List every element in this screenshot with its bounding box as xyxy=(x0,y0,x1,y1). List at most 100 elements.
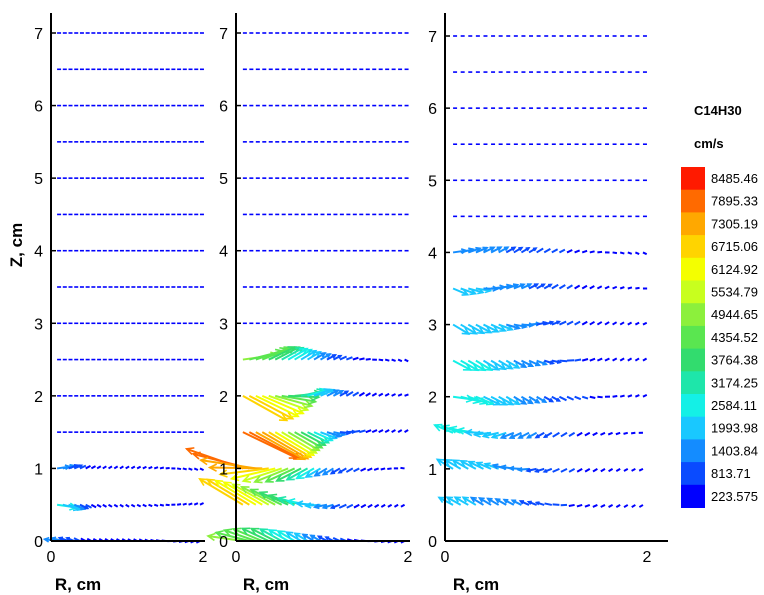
velocity-vector xyxy=(333,431,346,436)
velocity-vector xyxy=(491,431,507,439)
velocity-vector xyxy=(313,388,331,397)
velocity-vector-head xyxy=(316,535,323,540)
panel-2-x-tick-0: 0 xyxy=(232,549,241,566)
velocity-vector xyxy=(79,464,87,470)
velocity-vector xyxy=(360,503,367,509)
panel-1-y-tick-label: 1 xyxy=(34,461,43,478)
velocity-vector xyxy=(307,388,328,397)
velocity-vector xyxy=(483,246,495,254)
velocity-vector xyxy=(378,392,384,397)
velocity-vector xyxy=(232,528,263,542)
legend-level-label: 3764.38 xyxy=(711,353,758,368)
velocity-vector xyxy=(576,431,583,437)
velocity-vector-head xyxy=(293,532,301,539)
legend-level-label: 3174.25 xyxy=(711,375,758,390)
velocity-vector xyxy=(581,249,588,254)
velocity-vector-head xyxy=(258,528,269,537)
velocity-vector xyxy=(490,323,506,332)
velocity-vector xyxy=(446,496,462,506)
velocity-vector xyxy=(326,431,341,438)
panel-1-y-tick-label: 4 xyxy=(34,244,43,261)
velocity-vector-head xyxy=(290,409,300,418)
panel-2-y-ticks: 0 1 2 3 4 5 6 7 xyxy=(219,26,241,551)
velocity-vector xyxy=(584,503,591,508)
velocity-vector xyxy=(200,459,256,470)
velocity-vector-head xyxy=(337,469,343,474)
panel-3-y-tick-label: 0 xyxy=(428,534,437,551)
velocity-vector xyxy=(627,321,633,326)
velocity-vector xyxy=(153,466,159,470)
legend-level-label: 6715.06 xyxy=(711,239,758,254)
velocity-vector-head xyxy=(311,443,321,452)
velocity-vector xyxy=(581,358,589,362)
velocity-vector xyxy=(568,467,576,473)
velocity-vector xyxy=(592,504,598,508)
velocity-vector xyxy=(231,467,276,480)
velocity-vector xyxy=(638,467,644,472)
velocity-vector xyxy=(551,283,559,290)
panel-1-y-tick-label: 7 xyxy=(34,26,43,43)
velocity-vector xyxy=(498,284,512,290)
velocity-vector xyxy=(631,504,636,508)
velocity-vector xyxy=(397,393,403,397)
velocity-vector xyxy=(635,286,640,290)
velocity-vector xyxy=(400,503,406,508)
velocity-vector xyxy=(623,467,629,472)
velocity-vector-head xyxy=(218,469,228,478)
velocity-vector-head xyxy=(329,469,336,475)
velocity-vector xyxy=(287,431,320,452)
velocity-vector xyxy=(387,503,393,508)
velocity-vector-head xyxy=(525,246,531,252)
velocity-vector-head xyxy=(42,536,50,543)
legend-swatch xyxy=(681,257,705,281)
velocity-vector xyxy=(475,359,493,371)
panel-1-x-tick-0: 0 xyxy=(47,549,56,566)
velocity-vector xyxy=(119,465,124,470)
velocity-vector xyxy=(505,283,518,290)
velocity-vector-head xyxy=(78,464,84,469)
velocity-vector-head xyxy=(549,320,555,325)
velocity-vector xyxy=(615,504,621,508)
velocity-vector xyxy=(475,395,494,405)
velocity-vector-head xyxy=(525,433,532,439)
velocity-vector-head xyxy=(506,398,515,406)
velocity-vector xyxy=(159,466,165,470)
velocity-vector xyxy=(634,321,640,326)
velocity-vector xyxy=(367,467,373,472)
velocity-vector xyxy=(566,395,575,401)
panel-3-y-tick-label: 4 xyxy=(428,245,437,262)
velocity-vector xyxy=(352,356,359,361)
velocity-vector-head xyxy=(461,289,470,296)
velocity-vector xyxy=(358,391,365,397)
velocity-vector xyxy=(313,352,326,361)
velocity-vector xyxy=(544,502,553,506)
velocity-vector xyxy=(371,429,378,434)
velocity-vector xyxy=(113,503,119,508)
velocity-vector-head xyxy=(214,530,224,539)
velocity-vector xyxy=(574,358,582,362)
velocity-vector-head xyxy=(541,398,548,404)
velocity-vector-head xyxy=(534,398,541,404)
velocity-vector xyxy=(276,467,302,482)
velocity-vector xyxy=(468,287,484,294)
velocity-vector xyxy=(254,467,289,483)
legend-swatch xyxy=(681,462,705,486)
velocity-vector-head xyxy=(525,467,531,473)
velocity-vector xyxy=(475,287,491,292)
panel-3-y-ticks: 0 1 2 3 4 5 6 7 xyxy=(428,29,450,551)
legend-swatch xyxy=(681,484,705,508)
velocity-vector-head xyxy=(305,448,316,457)
velocity-vector-head xyxy=(249,527,260,536)
velocity-vector xyxy=(559,320,567,326)
panel-1: 0 1 2 3 4 5 6 7 0 2 R, cm xyxy=(34,13,208,594)
velocity-vector-head xyxy=(191,451,201,460)
velocity-vector xyxy=(608,504,614,508)
velocity-vector-head xyxy=(284,411,295,420)
velocity-vector xyxy=(294,532,309,542)
velocity-vector xyxy=(627,357,633,362)
velocity-vector-head xyxy=(294,500,304,508)
velocity-vector xyxy=(460,323,477,335)
velocity-vector xyxy=(483,323,499,333)
velocity-vector-head xyxy=(447,425,458,434)
velocity-vector-head xyxy=(513,398,521,406)
